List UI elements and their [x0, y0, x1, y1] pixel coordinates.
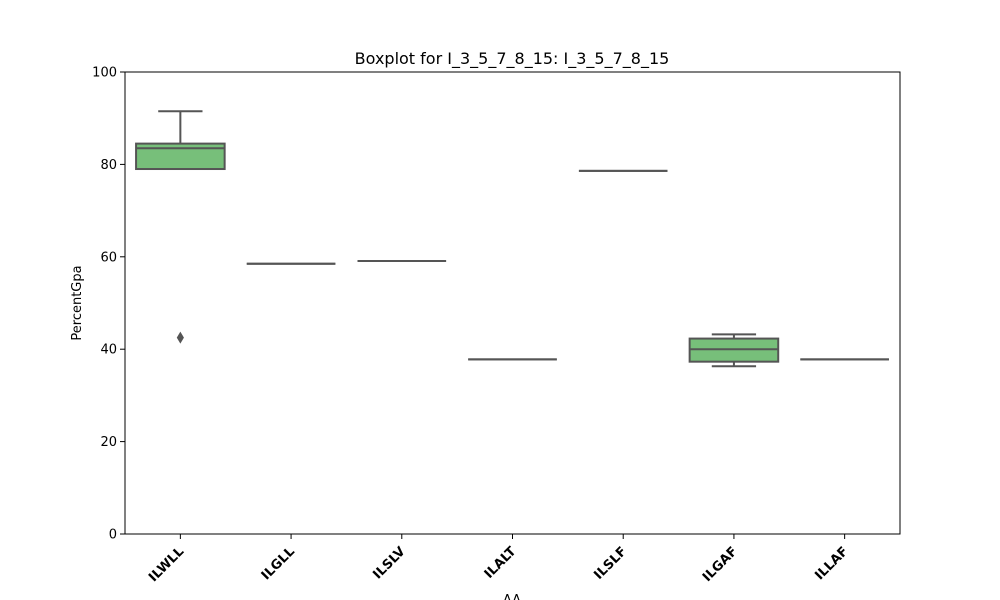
x-tick-label: ILALT: [482, 544, 520, 582]
outlier-point: [176, 331, 184, 344]
x-tick-label: ILGLL: [259, 544, 298, 583]
y-axis-label: PercentGpa: [70, 265, 85, 340]
x-tick-label: ILLAF: [812, 544, 851, 583]
y-tick-label: 40: [100, 343, 117, 358]
plot-area: 0 20 40 60 80 100 ILWLL ILGLL ILSLV ILALT ILSLF ILG…: [92, 66, 901, 585]
y-tick-label: 100: [92, 66, 117, 81]
plot-frame: [124, 71, 901, 535]
y-tick-label: 0: [109, 528, 117, 543]
y-tick-label: 20: [100, 435, 117, 450]
y-tick-label: 60: [100, 250, 117, 265]
x-tick-label: ILWLL: [146, 544, 187, 585]
chart-title: Boxplot for I_3_5_7_8_15: I_3_5_7_8_15: [355, 49, 670, 69]
x-tick-label: ILSLV: [370, 544, 408, 582]
y-tick-label: 80: [100, 158, 117, 173]
x-axis-label: AA: [503, 593, 521, 600]
x-tick-label: ILGAF: [700, 544, 741, 585]
x-tick-label: ILSLF: [591, 544, 630, 583]
